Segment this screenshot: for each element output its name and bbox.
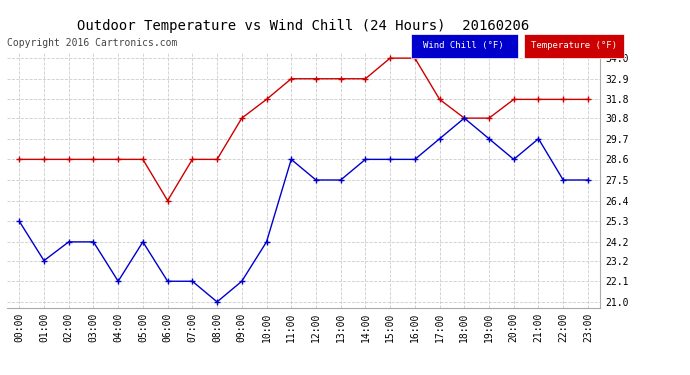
Text: Copyright 2016 Cartronics.com: Copyright 2016 Cartronics.com xyxy=(7,38,177,48)
Text: Outdoor Temperature vs Wind Chill (24 Hours)  20160206: Outdoor Temperature vs Wind Chill (24 Ho… xyxy=(77,19,530,33)
Text: Wind Chill (°F): Wind Chill (°F) xyxy=(424,41,504,50)
Text: Temperature (°F): Temperature (°F) xyxy=(531,41,617,50)
